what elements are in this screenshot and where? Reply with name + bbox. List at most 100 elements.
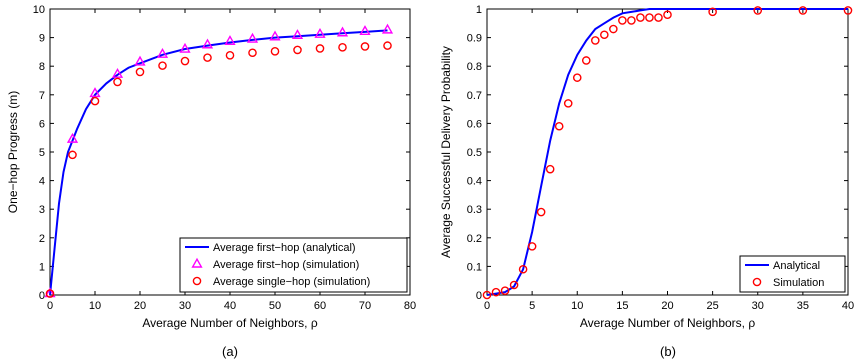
data-point	[663, 10, 672, 20]
data-point	[383, 41, 392, 50]
x-tick-label: 20	[661, 300, 673, 312]
y-tick-label: 0.7	[467, 90, 482, 102]
legend: Average first−hop (analytical) Average fi…	[179, 237, 408, 293]
data-point	[111, 67, 124, 78]
data-point	[293, 45, 302, 55]
data-point	[203, 53, 212, 62]
data-point	[482, 290, 492, 300]
data-point	[536, 207, 546, 217]
y-axis-label: One−hop Progress (m)	[6, 91, 20, 213]
x-tick-label: 50	[269, 300, 281, 312]
x-tick-label: 10	[571, 300, 583, 312]
legend-circle-swatch	[752, 277, 762, 287]
x-axis-label: Average Number of Neighbors, ρ	[580, 316, 756, 330]
data-point	[563, 99, 573, 108]
chart-panel-b: 0 5 10 15 20 25 30 35 40 0 0.1 0.2 0.3 0.4 0.5 0.6 0.7 0.…	[439, 4, 854, 359]
x-tick-label: 30	[179, 300, 191, 312]
data-point	[201, 38, 214, 49]
x-tick-label: 5	[529, 300, 535, 312]
legend-entry-label: Simulation	[773, 277, 824, 289]
data-point	[618, 16, 627, 25]
data-point	[315, 44, 325, 53]
data-point	[491, 287, 501, 297]
x-tick-label: 10	[89, 300, 101, 312]
data-point	[627, 16, 636, 25]
x-tick-label: 30	[752, 300, 764, 312]
data-point	[135, 67, 145, 77]
data-point	[545, 164, 555, 174]
legend-entry-label: Average single−hop (simulation)	[213, 276, 370, 288]
data-point	[554, 121, 564, 131]
y-tick-label: 0.2	[467, 233, 482, 245]
data-point	[581, 56, 591, 65]
data-point	[645, 13, 654, 22]
series-2	[482, 6, 853, 300]
data-point	[89, 87, 101, 98]
y-tick-label: 8	[39, 61, 45, 73]
data-point	[156, 47, 169, 58]
data-point	[66, 132, 79, 143]
data-point	[338, 43, 347, 52]
x-axis-label: Average Number of Neighbors, ρ	[142, 316, 318, 330]
y-tick-label: 6	[39, 118, 45, 130]
y-tick-label: 4	[39, 176, 45, 188]
y-axis-label: Average Successful Delivery Probability	[439, 46, 453, 258]
data-point	[359, 25, 371, 36]
data-point	[291, 29, 304, 40]
data-point	[180, 56, 190, 66]
series-2	[44, 23, 394, 298]
y-tick-label: 0.8	[467, 61, 482, 73]
panel-label: (b)	[660, 344, 676, 359]
legend-entry-label: Analytical	[773, 260, 820, 272]
y-tick-label: 0.6	[467, 118, 482, 130]
data-point	[45, 289, 55, 298]
x-tick-label: 0	[47, 300, 53, 312]
y-tick-label: 1	[476, 4, 482, 16]
legend-entry-label: Average first−hop (analytical)	[213, 242, 356, 254]
y-tick-label: 10	[33, 4, 45, 16]
chart-panel-a: 0 10 20 30 40 50 60 70 80 0 1 2 3 4 5 6 7 8 9 10 Average Num…	[6, 4, 416, 359]
series-3	[45, 41, 392, 298]
y-tick-label: 9	[39, 33, 45, 45]
y-tick-label: 3	[39, 204, 45, 216]
data-point	[509, 280, 519, 290]
legend-box	[739, 255, 846, 293]
y-tick-label: 0	[39, 290, 45, 302]
data-point	[381, 23, 394, 34]
x-tick-label: 15	[616, 300, 628, 312]
data-point	[591, 36, 600, 45]
data-point	[843, 6, 853, 15]
x-tick-label: 20	[134, 300, 146, 312]
x-tick-label: 80	[404, 300, 416, 312]
y-tick-label: 0.3	[467, 204, 482, 216]
data-point	[518, 264, 528, 274]
data-point	[246, 32, 259, 43]
legend-entry-label: Average first−hop (simulation)	[213, 259, 359, 271]
legend-box	[179, 237, 408, 293]
data-point	[572, 73, 582, 82]
y-tick-label: 0.5	[467, 147, 482, 159]
legend: Analytical Simulation	[739, 255, 846, 293]
panel-label: (a)	[222, 344, 238, 359]
x-tick-label: 0	[484, 300, 490, 312]
plot-frame	[486, 8, 849, 296]
y-tick-label: 0.9	[467, 33, 482, 45]
data-point	[500, 286, 510, 296]
y-tick-label: 7	[39, 90, 45, 102]
x-tick-label: 40	[842, 300, 854, 312]
legend-circle-swatch	[192, 276, 202, 286]
data-point	[134, 55, 146, 66]
data-point	[113, 77, 122, 87]
data-point	[636, 13, 645, 22]
data-point	[360, 42, 370, 51]
legend-triangle-swatch	[191, 257, 203, 268]
data-point	[158, 61, 167, 70]
data-point	[798, 6, 808, 15]
data-point	[90, 96, 100, 106]
y-tick-label: 1	[39, 261, 45, 273]
data-point	[336, 26, 349, 37]
data-point	[708, 7, 717, 17]
y-tick-label: 0.1	[467, 261, 482, 273]
data-point	[269, 30, 281, 41]
